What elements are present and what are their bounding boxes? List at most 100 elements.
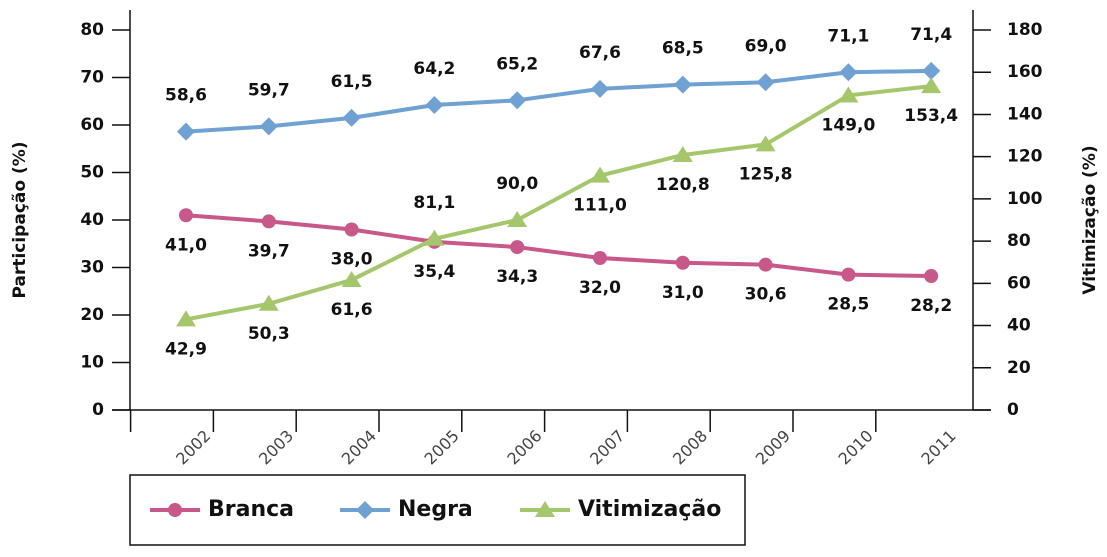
data-label: 42,9 <box>165 339 207 359</box>
legend-marker <box>356 501 374 519</box>
point <box>839 63 858 82</box>
data-label: 71,1 <box>827 26 869 46</box>
point <box>758 257 773 272</box>
point <box>341 270 362 287</box>
y-tick-label: 50 <box>80 163 104 183</box>
data-label: 30,6 <box>745 285 787 305</box>
x-tick-label: 2011 <box>917 426 959 468</box>
y2-tick-label: 100 <box>1007 189 1043 209</box>
data-label: 58,6 <box>165 86 207 106</box>
y2-tick-label: 60 <box>1007 273 1031 293</box>
data-label: 65,2 <box>496 54 538 74</box>
y-tick-label: 40 <box>80 210 104 230</box>
point <box>342 108 361 127</box>
y-axis-label: Participação (%) <box>10 141 30 298</box>
point <box>590 166 610 183</box>
x-tick-label: 2009 <box>752 426 794 468</box>
x-tick-label: 2010 <box>835 426 877 468</box>
series-line <box>185 84 932 322</box>
legend-marker <box>535 501 555 517</box>
point <box>177 122 195 141</box>
series-line <box>185 213 932 279</box>
legend-label: Vitimização <box>578 497 721 522</box>
point <box>672 145 693 162</box>
data-label: 149,0 <box>822 115 876 135</box>
data-label: 71,4 <box>910 25 952 45</box>
point <box>841 267 856 282</box>
point <box>838 86 859 103</box>
y2-axis-label: Vitimização (%) <box>1080 145 1100 294</box>
legend-box <box>129 474 746 546</box>
point <box>424 229 445 246</box>
y-tick-label: 80 <box>80 20 104 40</box>
point <box>507 211 528 227</box>
point <box>755 135 776 152</box>
y2-tick-label: 180 <box>1007 20 1043 40</box>
data-label: 68,5 <box>662 39 704 59</box>
y-tick-label: 0 <box>92 400 104 420</box>
point <box>425 96 444 115</box>
x-tick-label: 2004 <box>338 426 380 468</box>
data-label: 90,0 <box>496 174 538 194</box>
y2-tick-label: 160 <box>1007 62 1043 82</box>
data-label: 61,5 <box>331 72 373 92</box>
y2-tick-label: 0 <box>1007 400 1019 420</box>
point <box>510 240 525 255</box>
y2-tick-label: 120 <box>1007 147 1043 167</box>
point <box>179 208 193 223</box>
data-label: 125,8 <box>739 164 793 184</box>
point <box>924 269 939 284</box>
point <box>344 222 359 237</box>
x-tick-label: 2007 <box>586 426 628 468</box>
point <box>675 255 690 270</box>
data-label: 50,3 <box>248 324 290 344</box>
data-label: 41,0 <box>165 235 207 255</box>
y2-tick-label: 40 <box>1007 316 1031 336</box>
legend-label: Branca <box>208 497 294 522</box>
data-label: 31,0 <box>662 283 704 303</box>
y-tick-label: 70 <box>80 68 104 88</box>
x-tick-label: 2008 <box>669 426 711 468</box>
data-label: 28,2 <box>910 296 952 316</box>
data-label: 120,8 <box>656 175 710 195</box>
data-label: 81,1 <box>413 193 455 213</box>
point <box>176 310 196 327</box>
data-label: 28,5 <box>827 295 869 315</box>
data-label: 39,7 <box>248 241 290 261</box>
data-label: 64,2 <box>413 59 455 79</box>
point <box>508 91 527 110</box>
data-label: 67,6 <box>579 43 621 63</box>
x-tick-label: 2005 <box>421 426 463 468</box>
point <box>756 73 775 92</box>
y2-tick-label: 20 <box>1007 358 1031 378</box>
data-label: 32,0 <box>579 278 621 298</box>
legend-marker <box>168 503 182 517</box>
data-label: 59,7 <box>248 80 290 100</box>
data-label: 153,4 <box>904 106 958 126</box>
legend-label: Negra <box>398 497 473 522</box>
y-tick-label: 60 <box>80 115 104 135</box>
y-tick-label: 30 <box>80 258 104 278</box>
data-label: 61,6 <box>331 300 373 320</box>
data-label: 35,4 <box>413 262 455 282</box>
point <box>259 117 278 136</box>
data-label: 69,0 <box>745 36 787 56</box>
point <box>673 75 692 94</box>
y2-tick-label: 140 <box>1007 104 1043 124</box>
x-tick-label: 2003 <box>255 426 297 468</box>
point <box>591 79 609 98</box>
data-label: 34,3 <box>496 267 538 287</box>
series-line <box>185 68 932 134</box>
point <box>258 294 279 311</box>
y2-tick-label: 80 <box>1007 231 1031 251</box>
data-label: 111,0 <box>573 196 627 216</box>
data-label: 38,0 <box>331 250 373 270</box>
y-tick-label: 10 <box>80 353 104 373</box>
x-tick-label: 2006 <box>503 426 545 468</box>
point <box>922 61 941 80</box>
x-tick-label: 2002 <box>172 426 214 468</box>
point <box>261 214 276 229</box>
point <box>921 77 942 94</box>
y-tick-label: 20 <box>80 305 104 325</box>
